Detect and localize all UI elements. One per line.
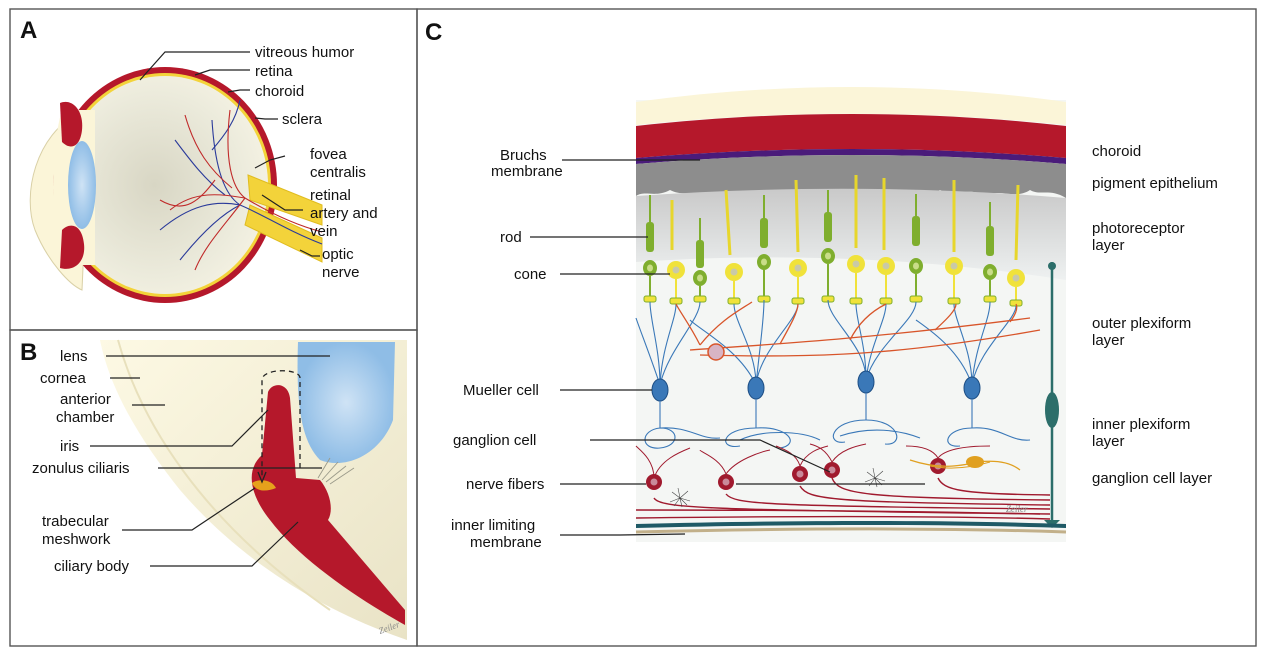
label-gcl: ganglion cell layer — [1092, 470, 1212, 487]
panel-b-letter: B — [20, 339, 37, 366]
c-choroid — [636, 114, 1066, 158]
c-cones — [667, 175, 1025, 302]
label-fovea-2: centralis — [310, 164, 366, 181]
label-choroid-c: choroid — [1092, 143, 1141, 160]
c-bipolar-axons — [644, 393, 1031, 449]
bipolar-cell — [651, 378, 669, 402]
label-opl-2: layer — [1092, 332, 1125, 349]
cone-cell — [847, 175, 865, 300]
rod-cell — [693, 218, 707, 298]
cone-cell — [945, 180, 963, 300]
panel-b: B lens cornea anterior chamber iris zonu… — [20, 339, 407, 640]
rod-cell — [821, 190, 835, 298]
bipolar-cell — [747, 376, 765, 400]
eye-lens — [68, 141, 96, 229]
label-cornea: cornea — [40, 370, 87, 387]
label-ganglion: ganglion cell — [453, 432, 536, 449]
panel-a-leaders — [139, 51, 320, 257]
rod-cell — [643, 195, 657, 296]
label-bruchs-1: Bruchs — [500, 147, 547, 164]
label-zonulus: zonulus ciliaris — [32, 460, 130, 477]
label-artery-2: artery and — [310, 205, 378, 222]
b-cornea-line — [117, 339, 331, 611]
c-rods — [643, 190, 997, 298]
label-fovea-1: fovea — [310, 146, 347, 163]
panel-c: C — [425, 19, 1218, 551]
bipolar-cell — [963, 376, 981, 400]
label-ilm-2: membrane — [470, 534, 542, 551]
eye-vitreous — [62, 76, 268, 294]
label-opl-1: outer plexiform — [1092, 315, 1191, 332]
retinal-arteries — [159, 109, 323, 271]
b-flow-arrow — [261, 370, 301, 478]
label-pigment: pigment epithelium — [1092, 175, 1218, 192]
b-zonules — [317, 457, 355, 485]
b-trabecular — [252, 480, 276, 491]
label-optic-1: optic — [322, 246, 354, 263]
bipolar-cell — [857, 370, 875, 394]
label-ipl-1: inner plexiform — [1092, 416, 1190, 433]
c-vitreous-edge — [635, 527, 1067, 534]
label-rod: rod — [500, 229, 522, 246]
label-photo-2: layer — [1092, 237, 1125, 254]
c-photoreceptor-band — [636, 188, 1066, 280]
label-sclera: sclera — [282, 111, 323, 128]
panel-c-left-leaders — [530, 159, 925, 536]
label-anterior-1: anterior — [60, 391, 111, 408]
optic-nerve-upper — [247, 174, 323, 226]
rod-cell — [909, 194, 923, 298]
b-lens — [297, 342, 395, 464]
label-trabecular-1: trabecular — [42, 513, 109, 530]
label-photo-1: photoreceptor — [1092, 220, 1185, 237]
label-ilm-1: inner limiting — [451, 517, 535, 534]
cone-cell — [724, 189, 743, 300]
label-trabecular-2: meshwork — [42, 531, 111, 548]
label-mueller: Mueller cell — [463, 382, 539, 399]
label-choroid-a: choroid — [255, 83, 304, 100]
label-nerve-fibers: nerve fibers — [466, 476, 544, 493]
c-inner-limiting-membrane — [636, 521, 1066, 528]
eye-iris-top — [60, 101, 83, 147]
label-ciliary-body: ciliary body — [54, 558, 130, 575]
c-nerve-fibers — [635, 477, 1051, 520]
panel-c-letter: C — [425, 19, 442, 46]
c-ganglion-dendrites — [635, 443, 991, 479]
c-sclera-cream — [636, 87, 1066, 125]
rod-cell — [983, 202, 997, 298]
label-optic-2: nerve — [322, 264, 360, 281]
horizontal-cell-body — [707, 343, 725, 361]
cone-cell — [789, 179, 807, 300]
panel-a-letter: A — [20, 17, 37, 44]
c-bruchs — [636, 149, 1066, 164]
c-pigment-epithelium — [636, 155, 1066, 198]
eye-iris-bottom — [60, 225, 85, 269]
label-cone: cone — [514, 266, 547, 283]
label-bruchs-2: membrane — [491, 163, 563, 180]
b-ciliary-body — [251, 385, 405, 625]
label-artery-3: vein — [310, 223, 338, 240]
panel-c-frame — [416, 8, 1257, 647]
cone-cell — [667, 200, 685, 300]
label-lens: lens — [60, 348, 88, 365]
rod-cell — [757, 195, 771, 298]
b-flow-arrowhead — [257, 471, 267, 484]
c-mueller-cell — [1044, 262, 1060, 528]
c-amacrine-cell — [909, 456, 1021, 471]
c-signature: Zeiler — [1006, 504, 1028, 514]
optic-nerve-lower — [244, 204, 323, 263]
label-anterior-2: chamber — [56, 409, 114, 426]
panel-b-leaders — [90, 355, 330, 567]
label-artery-1: retinal — [310, 187, 351, 204]
panel-a: A — [20, 17, 378, 303]
label-vitreous-humor: vitreous humor — [255, 44, 354, 61]
cone-cell — [877, 178, 895, 300]
c-terminals — [643, 295, 1023, 307]
label-iris: iris — [60, 438, 79, 455]
label-ipl-2: layer — [1092, 433, 1125, 450]
c-astrocytes — [669, 467, 886, 508]
label-retina: retina — [255, 63, 293, 80]
